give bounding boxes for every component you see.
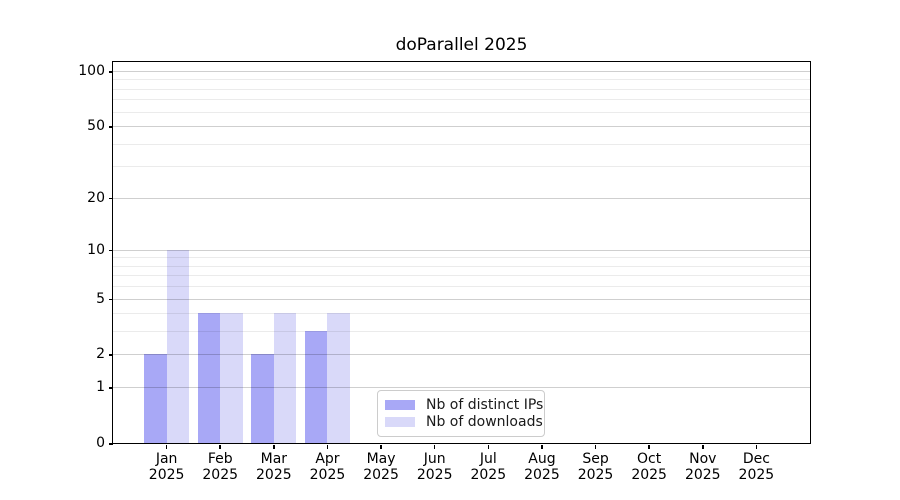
y-tick-mark-20 xyxy=(109,197,113,200)
major-gridline-5 xyxy=(113,298,810,300)
y-tick-mark-2 xyxy=(109,354,113,356)
y-tick-mark-0 xyxy=(109,443,113,445)
y-tick-mark-5 xyxy=(109,298,113,301)
major-gridline-1 xyxy=(113,387,810,389)
x-tick-label-oct: Oct 2025 xyxy=(631,451,667,483)
y-tick-label-0: 0 xyxy=(96,435,105,451)
x-tick-mark-jan xyxy=(165,444,168,449)
minor-gridline-4 xyxy=(113,313,810,315)
major-gridline-50 xyxy=(113,126,810,128)
x-tick-label-dec: Dec 2025 xyxy=(738,451,775,483)
x-tick-label-may: May 2025 xyxy=(363,451,399,483)
legend-item-downloads: Nb of downloads xyxy=(385,414,543,430)
bar-ips-apr xyxy=(304,331,328,443)
legend-swatch-downloads xyxy=(385,417,415,428)
minor-gridline-80 xyxy=(113,88,810,90)
chart-title: doParallel 2025 xyxy=(395,35,528,55)
minor-gridline-3 xyxy=(113,331,810,333)
x-tick-label-jul: Jul 2025 xyxy=(470,451,507,483)
legend-item-distinct-ips: Nb of distinct IPs xyxy=(385,397,543,413)
x-tick-mark-apr xyxy=(326,444,329,449)
x-tick-mark-jun xyxy=(433,444,436,449)
major-gridline-100 xyxy=(113,71,810,72)
y-tick-mark-100 xyxy=(109,71,113,73)
legend-label-distinct-ips: Nb of distinct IPs xyxy=(426,396,544,413)
plot-area xyxy=(113,62,810,443)
x-tick-label-jun: Jun 2025 xyxy=(416,451,453,483)
bar-ips-feb xyxy=(197,313,221,443)
y-tick-label-1: 1 xyxy=(96,379,105,396)
legend: Nb of distinct IPs Nb of downloads xyxy=(377,390,545,437)
y-tick-label-10: 10 xyxy=(87,241,105,258)
x-tick-mark-nov xyxy=(702,444,704,449)
major-gridline-10 xyxy=(113,249,810,251)
legend-swatch-distinct-ips xyxy=(385,399,415,410)
x-tick-mark-sep xyxy=(594,444,597,449)
y-tick-label-50: 50 xyxy=(87,118,105,135)
x-tick-label-sep: Sep 2025 xyxy=(577,451,614,483)
minor-gridline-30 xyxy=(113,166,810,168)
y-tick-mark-1 xyxy=(109,387,113,389)
x-tick-mark-mar xyxy=(273,444,275,449)
y-tick-label-20: 20 xyxy=(87,189,105,206)
major-gridline-20 xyxy=(113,197,810,199)
x-tick-label-feb: Feb 2025 xyxy=(202,451,239,483)
minor-gridline-40 xyxy=(113,143,810,145)
minor-gridline-70 xyxy=(113,99,810,101)
y-tick-mark-10 xyxy=(109,249,113,252)
bar-downloads-jan xyxy=(166,249,190,443)
y-tick-mark-50 xyxy=(109,126,113,128)
x-tick-mark-dec xyxy=(755,444,758,449)
minor-gridline-9 xyxy=(113,257,810,259)
x-tick-label-nov: Nov 2025 xyxy=(684,451,721,483)
minor-gridline-90 xyxy=(113,79,810,81)
bar-ips-mar xyxy=(251,354,274,443)
minor-gridline-7 xyxy=(113,275,810,277)
bar-ips-jan xyxy=(144,354,167,443)
legend-label-downloads: Nb of downloads xyxy=(426,414,543,431)
y-tick-label-5: 5 xyxy=(96,290,105,307)
bar-downloads-apr xyxy=(327,313,350,443)
x-tick-mark-aug xyxy=(541,444,543,449)
y-tick-label-2: 2 xyxy=(96,346,105,363)
minor-gridline-60 xyxy=(113,111,810,113)
x-tick-label-aug: Aug 2025 xyxy=(524,451,560,483)
x-tick-label-jan: Jan 2025 xyxy=(148,451,185,483)
x-tick-mark-jul xyxy=(487,444,490,449)
bar-downloads-feb xyxy=(220,313,243,443)
x-tick-mark-feb xyxy=(219,444,221,449)
y-tick-label-100: 100 xyxy=(78,63,105,79)
x-tick-label-apr: Apr 2025 xyxy=(309,451,346,483)
x-tick-label-mar: Mar 2025 xyxy=(256,451,292,483)
minor-gridline-6 xyxy=(113,286,810,288)
x-tick-mark-oct xyxy=(648,444,650,449)
x-tick-mark-may xyxy=(380,444,382,449)
major-gridline-2 xyxy=(113,354,810,356)
minor-gridline-8 xyxy=(113,265,810,267)
bar-downloads-mar xyxy=(273,313,297,443)
